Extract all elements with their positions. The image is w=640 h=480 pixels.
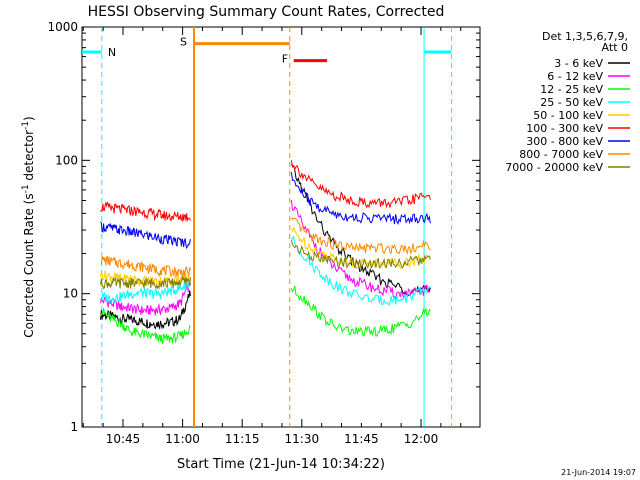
legend-label: 3 - 6 keV [554,57,603,70]
series-line [100,221,191,250]
legend-label: 50 - 100 keV [533,109,603,122]
y-tick-label: 1000 [47,20,78,34]
legend-label: 7000 - 20000 keV [505,161,603,174]
saa-label: S [180,36,187,49]
timestamp: 21-Jun-2014 19:07 [561,468,636,477]
x-tick-label: 11:15 [225,432,260,446]
series-7 [100,217,431,279]
y-axis-label: Corrected Count Rate (s-1 detector-1) [21,116,36,337]
legend-label: 6 - 12 keV [547,70,603,83]
y-axis-label-sup2: -1 [21,121,31,130]
series-line [100,281,191,304]
y-tick-label: 1 [70,420,78,434]
series-line [290,240,431,270]
series-line [290,160,431,209]
y-tick-label: 100 [55,153,78,167]
series-8 [100,240,431,291]
x-tick-label: 12:00 [404,432,439,446]
legend-header-line1: Det 1,3,5,6,7,9, [542,30,628,43]
x-tick-label: 11:30 [285,432,320,446]
x-tick-label: 11:00 [165,432,200,446]
y-axis-label-mid: detector [22,130,36,185]
series-line [290,217,431,256]
plot-frame [81,26,481,428]
legend-label: 300 - 800 keV [526,135,603,148]
series-line [290,235,431,306]
observing-intervals: N S F [82,27,452,427]
flare-label: F [282,53,288,66]
series-layer [100,160,431,344]
legend-header-line2: Att 0 [602,41,628,54]
series-line [100,275,191,291]
y-axis-label-sup1: -1 [21,184,31,193]
series-line [100,255,191,279]
chart-title: HESSI Observing Summary Count Rates, Cor… [88,4,445,20]
series-3 [100,235,431,306]
series-line [100,201,191,223]
y-tick-label: 10 [63,287,78,301]
series-6 [100,172,431,250]
x-axis-label: Start Time (21-Jun-14 10:34:22) [177,457,385,472]
y-axis-label-end: ) [22,116,36,121]
series-line [290,172,431,225]
x-tick-label: 10:45 [106,432,141,446]
night-label: N [108,46,116,59]
legend-label: 100 - 300 keV [526,122,603,135]
legend-label: 12 - 25 keV [540,83,603,96]
series-line [100,308,191,344]
series-line [100,290,191,331]
series-0 [100,163,431,331]
legend-label: 800 - 7000 keV [519,148,603,161]
x-tick-label: 11:45 [344,432,379,446]
series-line [290,163,431,296]
series-line [290,285,431,337]
series-4 [100,226,431,288]
series-2 [100,285,431,344]
series-5 [100,160,431,223]
y-axis-label-main: Corrected Count Rate (s [22,193,36,337]
x-axis: 10:45 11:00 11:15 11:30 11:45 12:00 [82,27,462,446]
y-axis: 1 10 100 1000 [47,20,480,434]
legend-label: 25 - 50 keV [540,96,603,109]
